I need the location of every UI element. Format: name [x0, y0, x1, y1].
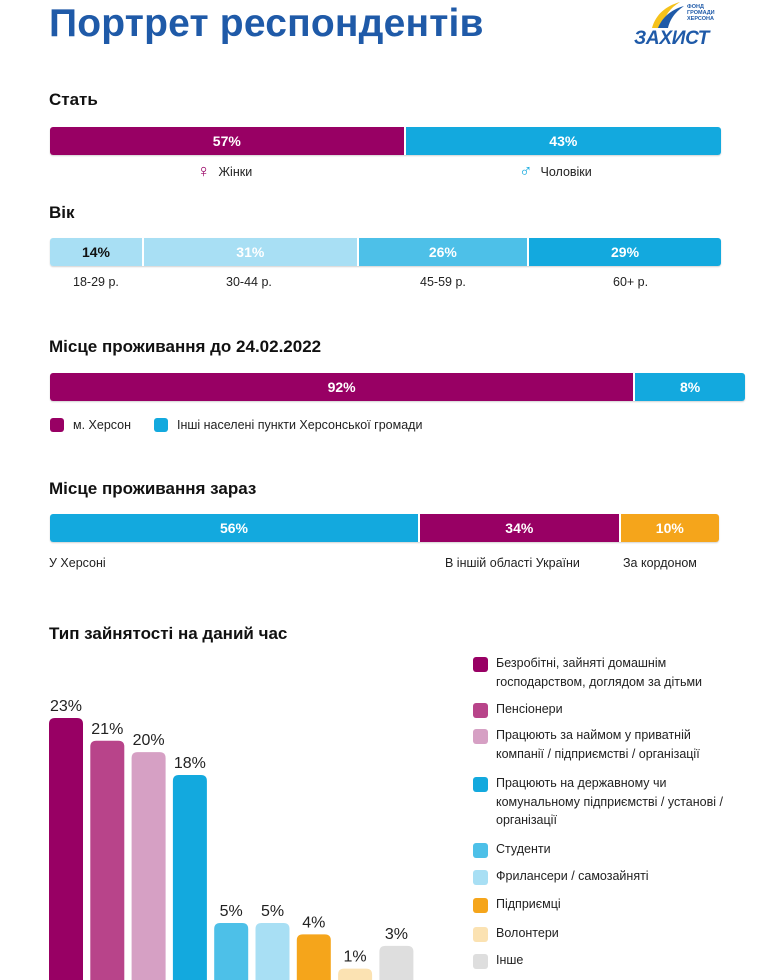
employment-legend-label: Пенсіонери	[496, 702, 563, 716]
employment-bar-value-label: 5%	[220, 903, 243, 920]
residence-now-abroad-segment: 10%	[620, 514, 719, 542]
employment-bar	[296, 934, 331, 980]
residence-before-title: Місце проживання до 24.02.2022	[49, 337, 322, 356]
female-icon: ♀	[197, 161, 211, 181]
residence-now-title: Місце проживання зараз	[49, 479, 257, 498]
employment-bar-value-label: 1%	[344, 949, 367, 966]
employment-bar	[338, 968, 373, 980]
employment-bar-value-label: 20%	[133, 732, 165, 749]
employment-bar-value-label: 4%	[302, 914, 325, 931]
employment-legend-label: Інше	[496, 953, 524, 967]
female-legend: ♀ Жінки	[197, 161, 252, 182]
residence-now-label-ukraine: В іншій області України	[445, 556, 580, 570]
residence-now-label-abroad: За кордоном	[623, 556, 697, 570]
employment-legend-label: Волонтери	[496, 926, 559, 940]
employment-bar	[90, 740, 125, 980]
residence-before-other-segment: 8%	[635, 373, 745, 401]
employment-legend-item: Безробітні, зайняті домашнім господарство…	[473, 654, 702, 691]
employment-legend-item: Волонтери	[473, 924, 559, 943]
legend-label-other: Інші населені пункти Херсонської громади	[177, 418, 423, 432]
gender-title: Стать	[49, 90, 98, 109]
residence-before-bar: 92% 8%	[50, 373, 745, 401]
age-title: Вік	[49, 203, 75, 222]
employment-legend-item: Фрилансери / самозайняті	[473, 867, 649, 886]
legend-kherson: м. Херсон	[50, 418, 131, 432]
employment-legend-swatch	[473, 777, 488, 792]
employment-legend-swatch	[473, 657, 488, 672]
employment-legend-label: Фрилансери / самозайняті	[496, 869, 649, 883]
employment-bar	[214, 923, 249, 980]
employment-legend-swatch	[473, 870, 488, 885]
employment-bar-value-label: 21%	[91, 721, 123, 738]
employment-legend-swatch	[473, 703, 488, 718]
age-label-60plus: 60+ р.	[613, 275, 649, 289]
age-segment-30-44: 31%	[143, 238, 359, 266]
age-segment-18-29: 14%	[50, 238, 144, 266]
employment-legend-swatch	[473, 843, 488, 858]
zakhyst-logo: ФОНД ГРОМАДИ ХЕРСОНА ЗАХИСТ	[632, 0, 728, 52]
male-label: Чоловіки	[540, 164, 592, 179]
employment-bar-chart: 23% 21% 20% 18% 5% 5% 4% 1% 3%	[49, 698, 414, 980]
employment-legend-item: Пенсіонери	[473, 700, 563, 719]
male-legend: ♂ Чоловіки	[519, 161, 592, 182]
employment-bar-value-label: 18%	[174, 755, 206, 772]
employment-legend-item: Студенти	[473, 840, 551, 859]
employment-legend-swatch	[473, 954, 488, 969]
legend-label-kherson: м. Херсон	[73, 418, 132, 432]
age-segment-45-59: 26%	[358, 238, 530, 266]
residence-now-kherson-segment: 56%	[50, 514, 420, 542]
employment-legend-label: Безробітні, зайняті домашнім господарство…	[496, 656, 703, 689]
female-label: Жінки	[218, 164, 253, 179]
age-label-45-59: 45-59 р.	[420, 275, 466, 289]
gender-male-segment: 43%	[405, 127, 721, 155]
employment-legend-swatch	[473, 927, 488, 942]
gender-female-segment: 57%	[50, 127, 406, 155]
residence-now-ukraine-segment: 34%	[419, 514, 621, 542]
employment-bar	[49, 718, 83, 980]
age-bar: 14% 31% 26% 29%	[50, 238, 721, 266]
employment-legend-item: Працюють за наймом у приватній компанії /…	[473, 726, 700, 763]
logo-small-text: ФОНД ГРОМАДИ ХЕРСОНА	[687, 4, 715, 22]
age-segment-60plus: 29%	[529, 238, 721, 266]
employment-legend-item: Працюють на державному чи комунальному пі…	[473, 774, 723, 830]
employment-bar	[172, 774, 207, 980]
employment-legend-swatch	[473, 729, 488, 744]
logo-main-text: ЗАХИСТ	[634, 28, 710, 49]
employment-legend-label: Працюють на державному чи комунальному пі…	[496, 776, 723, 827]
age-label-30-44: 30-44 р.	[226, 275, 272, 289]
male-icon: ♂	[519, 161, 533, 181]
age-label-18-29: 18-29 р.	[73, 275, 119, 289]
legend-swatch-kherson	[50, 418, 64, 432]
page-title: Портрет респондентів	[49, 2, 484, 45]
employment-bar-value-label: 3%	[385, 926, 408, 943]
employment-legend-label: Підприємці	[496, 897, 561, 911]
employment-legend-swatch	[473, 898, 488, 913]
legend-other-settlements: Інші населені пункти Херсонської громади	[154, 418, 422, 432]
employment-bar	[131, 752, 166, 980]
logo-emblem-icon	[652, 2, 684, 28]
employment-bar	[255, 923, 290, 980]
gender-bar: 57% 43%	[50, 127, 721, 155]
residence-before-kherson-segment: 92%	[50, 373, 636, 401]
residence-now-bar: 56% 34% 10%	[50, 514, 719, 542]
employment-title: Тип зайнятості на даний час	[49, 624, 288, 643]
employment-legend-item: Підприємці	[473, 895, 561, 914]
employment-legend-label: Студенти	[496, 842, 551, 856]
legend-swatch-other	[154, 418, 168, 432]
employment-bar-value-label: 5%	[261, 903, 284, 920]
employment-legend-item: Інше	[473, 951, 523, 970]
employment-bar-value-label: 23%	[50, 698, 82, 715]
employment-legend-label: Працюють за наймом у приватній компанії /…	[496, 728, 700, 761]
residence-now-label-kherson: У Херсоні	[49, 556, 106, 570]
employment-bar	[379, 945, 414, 980]
